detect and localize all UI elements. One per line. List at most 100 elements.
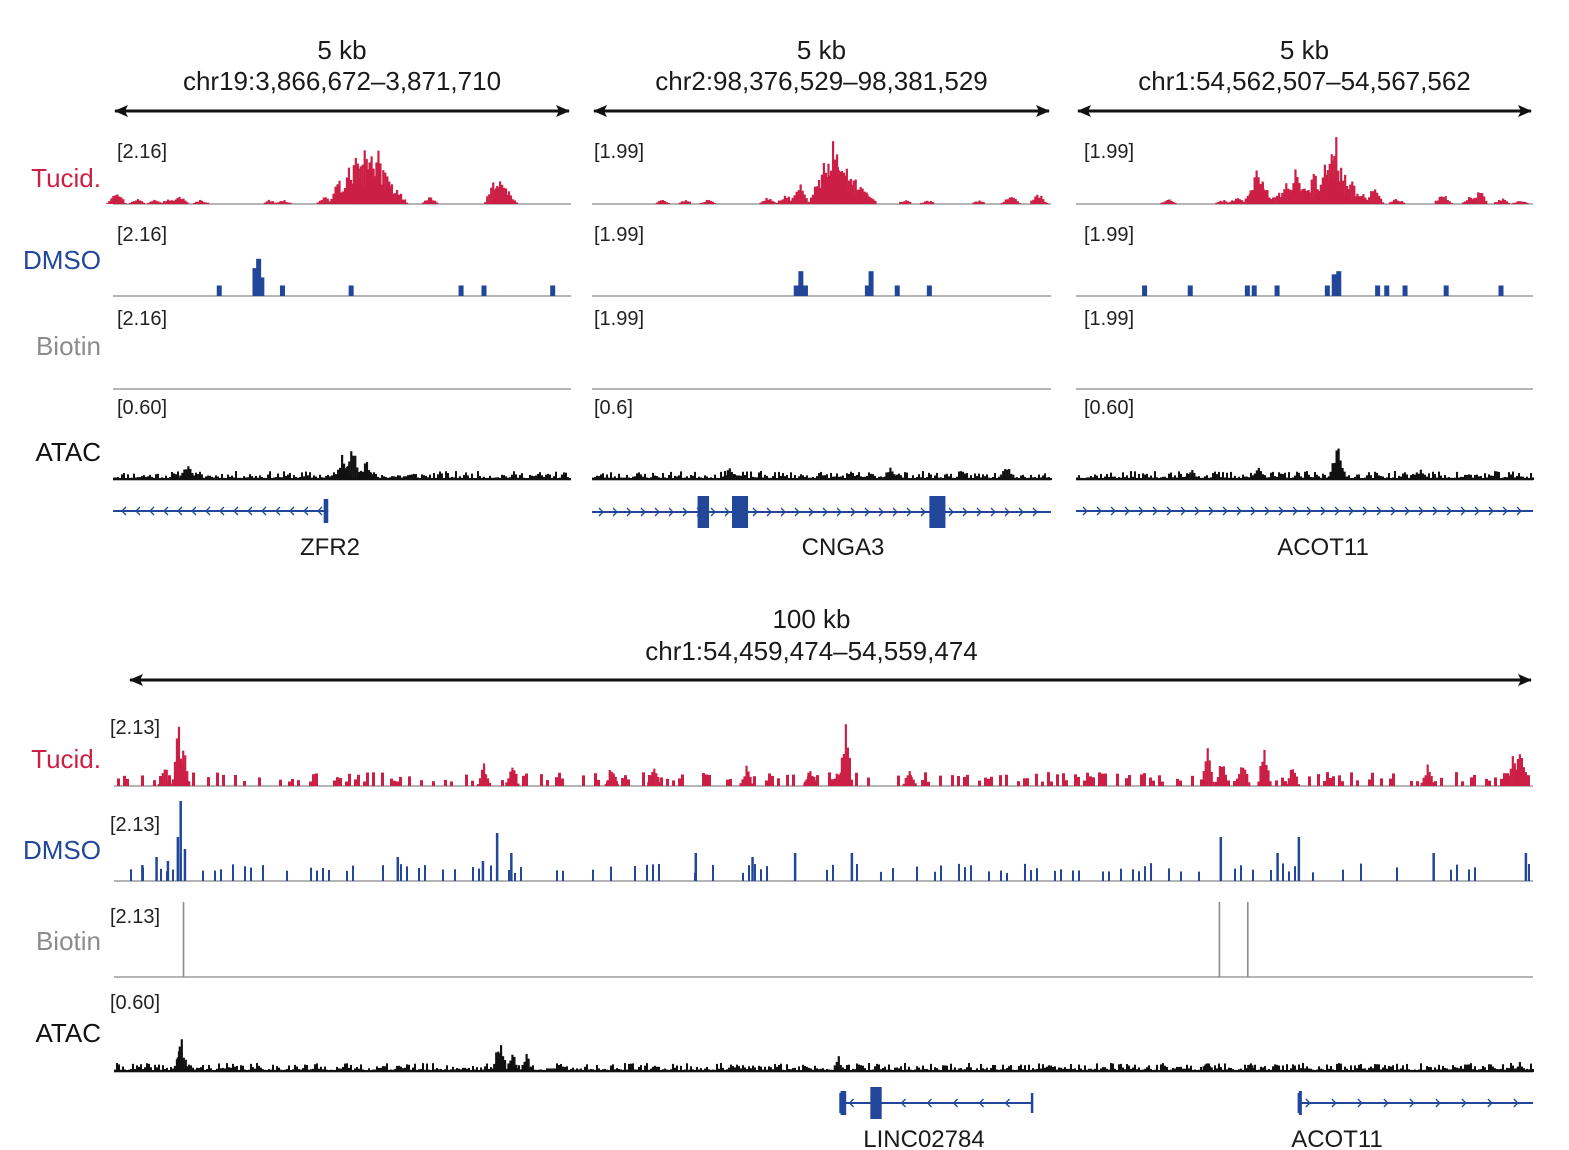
signal-peak-bar (823, 198, 827, 204)
signal-sparse-bar (328, 869, 330, 881)
signal-noise-bar (816, 775, 819, 786)
signal-noise-bar (375, 473, 377, 480)
signal-noise-bar (978, 780, 981, 786)
signal-peak-bar (513, 200, 517, 204)
signal-noise-bar (594, 773, 597, 786)
signal-noise-bar (431, 477, 433, 480)
signal-noise-bar (416, 1069, 418, 1072)
gene-label: ACOT11 (1291, 1126, 1383, 1150)
signal-noise-bar (205, 476, 207, 480)
signal-noise-bar (1050, 477, 1052, 480)
signal-noise-bar (308, 1069, 310, 1072)
signal-noise-bar (972, 477, 974, 480)
signal-peak-bar (1206, 748, 1209, 786)
signal-noise-bar (1504, 476, 1506, 480)
signal-peak-bar (491, 200, 494, 204)
signal-noise-bar (207, 777, 210, 786)
signal-noise-bar (489, 475, 491, 480)
signal-peak-bar (1255, 470, 1258, 480)
signal-noise-bar (505, 476, 507, 480)
signal-peak-bar (1215, 202, 1218, 204)
signal-noise-bar (1000, 1069, 1002, 1072)
signal-noise-bar (444, 779, 447, 786)
signal-noise-bar (652, 1066, 654, 1072)
signal-noise-bar (642, 1069, 644, 1072)
signal-peak-bar (486, 196, 489, 204)
signal-noise-bar (952, 1069, 954, 1072)
signal-peak-bar (781, 199, 784, 204)
signal-noise-bar (334, 1069, 336, 1072)
signal-noise-bar (855, 772, 858, 786)
signal-noise-bar (792, 774, 795, 786)
signal-noise-bar (838, 476, 840, 480)
signal-peak-bar (1327, 477, 1330, 480)
signal-noise-bar (234, 1066, 236, 1072)
signal-peak-bar (811, 194, 815, 204)
signal-noise-bar (780, 475, 782, 480)
signal-peak-bar (1040, 195, 1043, 204)
gene-exon (1298, 1091, 1302, 1115)
signal-peak-bar (661, 200, 665, 204)
signal-peak-bar (342, 476, 345, 480)
signal-peak-bar (893, 474, 896, 480)
signal-noise-bar (447, 472, 449, 480)
signal-peak-bar (517, 783, 520, 786)
signal-peak-bar (124, 202, 127, 204)
signal-noise-bar (132, 1063, 134, 1072)
signal-noise-bar (850, 471, 852, 480)
signal-peak-bar (531, 1069, 534, 1072)
signal-noise-bar (405, 476, 407, 480)
signal-noise-bar (342, 1066, 344, 1072)
signal-noise-bar (1374, 1064, 1376, 1072)
signal-noise-bar (678, 1069, 680, 1072)
gene-label: ACOT11 (1277, 534, 1369, 561)
signal-noise-bar (1274, 476, 1276, 480)
track-atac: [0.60] (113, 397, 571, 481)
signal-noise-bar (642, 476, 644, 480)
signal-noise-bar (1432, 1069, 1434, 1072)
signal-noise-bar (233, 477, 235, 480)
signal-noise-bar (874, 1066, 876, 1072)
signal-noise-bar (1142, 473, 1144, 480)
signal-sparse-bar (1360, 863, 1362, 881)
track-range-label: [2.16] (117, 141, 167, 163)
signal-noise-bar (1096, 475, 1098, 480)
signal-peak-bar (821, 195, 824, 204)
signal-noise-bar (1154, 471, 1156, 480)
signal-noise-bar (455, 471, 457, 480)
signal-noise-bar (175, 474, 177, 480)
strand-chevron (752, 507, 758, 517)
signal-noise-bar (1470, 1063, 1472, 1072)
signal-sparse-bar (1108, 871, 1110, 881)
signal-noise-bar (608, 477, 610, 480)
signal-noise-bar (240, 1065, 242, 1072)
strand-chevron (317, 506, 323, 516)
signal-noise-bar (1304, 1068, 1306, 1072)
signal-noise-bar (203, 477, 205, 480)
signal-peak-bar (1221, 201, 1224, 204)
signal-noise-bar (119, 477, 121, 480)
signal-peak-bar (857, 189, 860, 204)
signal-noise-bar (602, 1069, 604, 1072)
signal-noise-bar (1034, 1069, 1036, 1072)
signal-noise-bar (962, 1069, 964, 1072)
signal-noise-bar (1456, 471, 1458, 480)
signal-noise-bar (1092, 1069, 1094, 1072)
signal-sparse-bar (880, 871, 882, 881)
signal-noise-bar (454, 1069, 456, 1072)
signal-peak-bar (1295, 776, 1298, 786)
signal-noise-bar (1035, 773, 1038, 786)
signal-noise-bar (828, 478, 830, 480)
signal-noise-bar (924, 477, 926, 480)
signal-peak-bar (397, 1065, 400, 1072)
signal-noise-bar (376, 1066, 378, 1072)
signal-noise-bar (453, 477, 455, 480)
signal-noise-bar (710, 477, 712, 480)
signal-noise-bar (794, 1067, 796, 1072)
signal-peak-bar (1247, 1064, 1250, 1072)
signal-peak-bar (529, 1067, 532, 1072)
signal-noise-bar (778, 471, 780, 480)
signal-peak-bar (1374, 189, 1377, 204)
signal-noise-bar (348, 1067, 350, 1072)
signal-peak-bar (203, 202, 206, 204)
